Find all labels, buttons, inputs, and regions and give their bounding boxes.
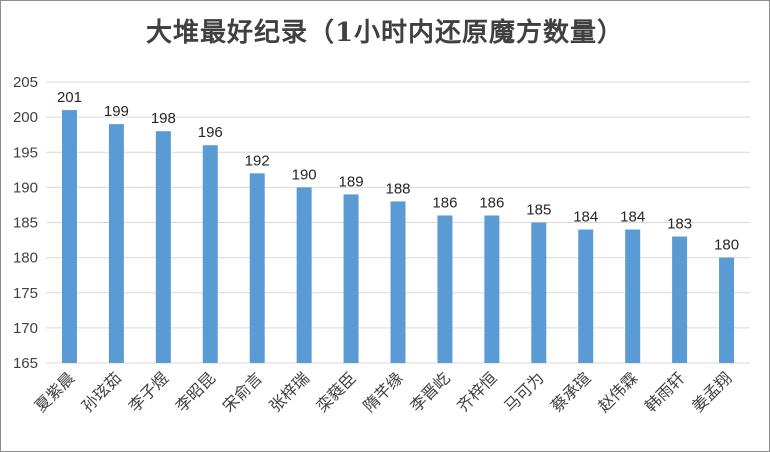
- y-tick-label: 180: [13, 250, 38, 267]
- data-label: 192: [245, 152, 270, 169]
- bar: [578, 229, 594, 363]
- data-label: 184: [573, 209, 598, 226]
- y-tick-label: 175: [13, 285, 38, 302]
- y-tick-label: 205: [13, 74, 38, 91]
- chart-title: 大堆最好纪录（1小时内还原魔方数量）: [145, 18, 625, 48]
- x-tick-label: 栾蕤臣: [313, 368, 360, 415]
- x-tick-label: 李昭昆: [172, 368, 219, 415]
- x-tick-label: 隋芊缘: [359, 368, 406, 415]
- x-axis-labels: 夏紫晨 孙玹茹 李子煜 李昭昆 宋俞言 张梓瑞 栾蕤臣 隋芊缘 李晋屹 齐梓恒 马可为 蔡承瑄 赵伟霖韩…: [31, 368, 735, 415]
- bar: [249, 173, 265, 363]
- data-label: 186: [479, 194, 504, 211]
- x-tick-label: 宋俞言: [219, 368, 266, 415]
- bar: [437, 215, 453, 363]
- x-tick-label: 赵伟霖: [594, 368, 641, 415]
- data-label: 186: [432, 194, 457, 211]
- data-label: 190: [292, 166, 317, 183]
- y-tick-label: 200: [13, 109, 38, 126]
- data-labels: 201 199 198 196 192 190 189 188 186 186 185 184 184 1…: [57, 89, 739, 254]
- x-tick-label: 夏紫晨: [31, 368, 78, 415]
- data-label: 180: [714, 237, 739, 254]
- bar: [719, 257, 735, 363]
- bar: [155, 131, 171, 363]
- y-tick-label: 195: [13, 144, 38, 161]
- x-tick-label: 张梓瑞: [266, 368, 313, 415]
- bars: [61, 110, 735, 364]
- bar: [625, 229, 641, 363]
- data-label: 185: [526, 202, 551, 219]
- y-tick-label: 170: [13, 320, 38, 337]
- bar: [672, 236, 688, 363]
- x-tick-label: 李晋屹: [406, 368, 453, 415]
- x-tick-label: 韩雨轩: [641, 368, 688, 415]
- data-label: 199: [104, 103, 129, 120]
- bar: [61, 110, 77, 363]
- bar: [296, 187, 312, 363]
- x-tick-label: 马可为: [500, 368, 547, 415]
- data-label: 188: [385, 180, 410, 197]
- data-label: 184: [620, 209, 645, 226]
- bar: [531, 222, 547, 363]
- data-label: 201: [57, 89, 82, 106]
- x-tick-label: 李子煜: [125, 368, 172, 415]
- x-tick-label: 齐梓恒: [453, 368, 500, 415]
- data-label: 183: [667, 216, 692, 233]
- data-label: 196: [198, 124, 223, 141]
- data-label: 189: [339, 173, 364, 190]
- bar: [484, 215, 500, 363]
- bar: [390, 201, 406, 363]
- y-axis-labels: 165 170 175 180 185 190 195 200 205: [13, 74, 38, 372]
- data-label: 198: [151, 110, 176, 127]
- y-tick-label: 165: [13, 355, 38, 372]
- bar: [108, 124, 124, 364]
- bar: [202, 145, 218, 363]
- y-tick-label: 185: [13, 215, 38, 232]
- x-tick-label: 孙玹茹: [78, 368, 125, 415]
- x-tick-label: 姜孟翔: [688, 368, 735, 415]
- x-tick-label: 蔡承瑄: [547, 368, 594, 415]
- bar: [343, 194, 359, 363]
- y-tick-label: 190: [13, 179, 38, 196]
